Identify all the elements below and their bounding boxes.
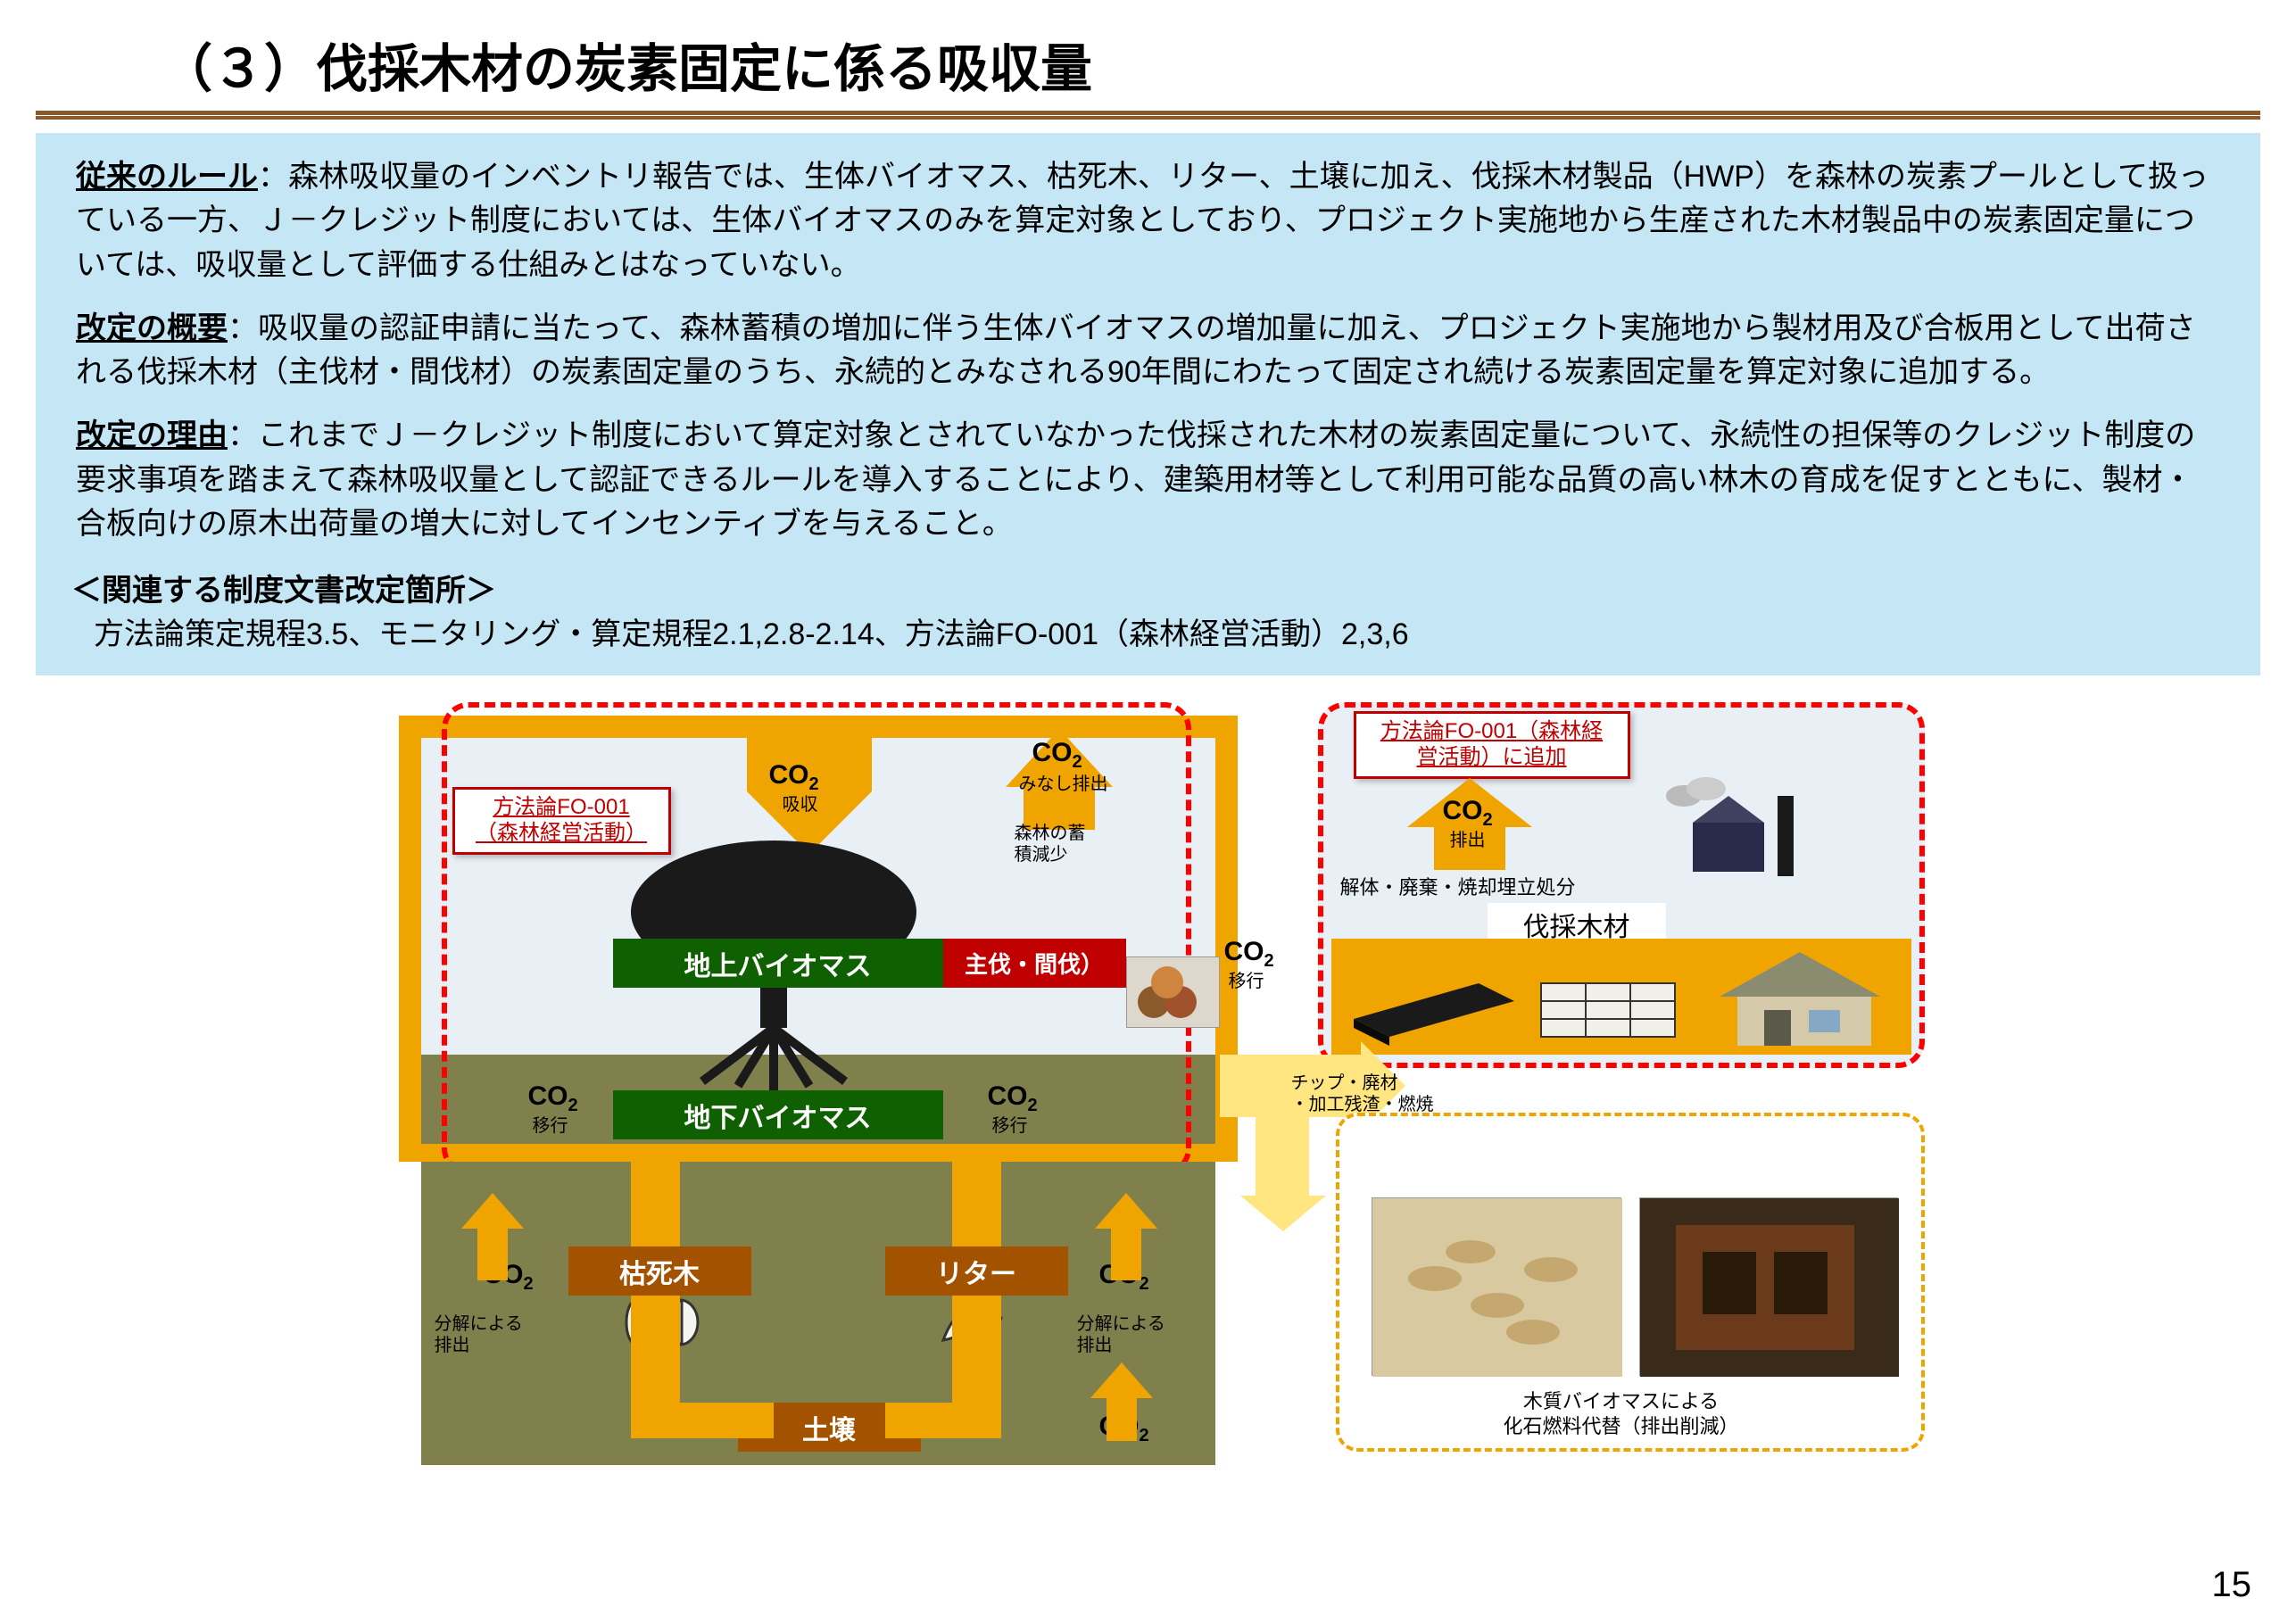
main-thinning-label: 主伐・間伐）	[943, 939, 1126, 988]
callout-fo-left-line1: 方法論FO-001	[493, 795, 629, 819]
callout-fo-right-line1: 方法論FO-001（森林経	[1380, 719, 1603, 743]
co2-deemed: CO2	[1032, 738, 1082, 773]
absorb-label: 吸収	[783, 794, 818, 816]
co2-to-hwp: CO2	[1224, 937, 1274, 972]
biomass-caption-l2: 化石燃料代替（排出削減）	[1503, 1415, 1738, 1437]
up-stem-right2	[1107, 1396, 1137, 1441]
emit-label: 排出	[1450, 830, 1486, 851]
body-revision-summary: ：吸収量の認証申請に当たって、森林蓄積の増加に伴う生体バイオマスの増加量に加え、…	[76, 311, 2196, 389]
title-underline	[36, 111, 2260, 120]
up-arrow-right2	[1090, 1362, 1153, 1398]
lumber-stack-icon	[1532, 956, 1684, 1046]
para-previous-rule: 従来のルール：森林吸収量のインベントリ報告では、生体バイオマス、枯死木、リター、…	[76, 155, 2220, 287]
stem-dead-soil-h	[631, 1403, 774, 1438]
chip-label: チップ・廃材 ・加工残渣・燃焼	[1291, 1072, 1434, 1115]
callout-fo-right-line2: 営活動）に追加	[1417, 745, 1567, 769]
up-stem-right1	[1111, 1227, 1141, 1280]
related-docs-header: ＜関連する制度文書改定箇所＞	[71, 566, 2220, 609]
stem-to-deadwood	[631, 1162, 680, 1246]
summary-bluebox: 従来のルール：森林吸収量のインベントリ報告では、生体バイオマス、枯死木、リター、…	[36, 133, 2260, 675]
deadwood-label: 枯死木	[568, 1246, 751, 1296]
callout-fo-right: 方法論FO-001（森林経 営活動）に追加	[1354, 711, 1630, 779]
above-biomass-label: 地上バイオマス	[613, 939, 943, 988]
deemed-label: みなし排出	[1019, 774, 1108, 795]
below-biomass-label: 地下バイオマス	[613, 1090, 943, 1139]
co2-absorb: CO2	[769, 760, 819, 795]
litter-label: リター	[885, 1246, 1068, 1296]
body-revision-reason: ：これまでＪ－クレジット制度において算定対象とされていなかった伐採された木材の炭…	[76, 418, 2195, 541]
migrate-right-label: 移行	[992, 1115, 1028, 1137]
to-hwp-label: 移行	[1229, 971, 1264, 992]
label-previous-rule: 従来のルール	[76, 160, 258, 194]
pellet-photo	[1372, 1197, 1621, 1376]
lt-arrow-2-head	[1240, 1196, 1326, 1231]
plank-icon	[1345, 956, 1523, 1046]
related-docs-body: 方法論策定規程3.5、モニタリング・算定規程2.1,2.8-2.14、方法論FO…	[94, 609, 2220, 653]
para-revision-summary: 改定の概要：吸収量の認証申請に当たって、森林蓄積の増加に伴う生体バイオマスの増加…	[76, 307, 2220, 395]
stem-to-litter	[952, 1162, 1001, 1246]
forest-stock-decrease: 森林の蓄 積減少	[1015, 823, 1086, 865]
up-stem-left1	[477, 1227, 508, 1280]
decompose-left: 分解による 排出	[435, 1313, 523, 1356]
co2-migrate-right: CO2	[988, 1081, 1038, 1116]
biomass-caption: 木質バイオマスによる 化石燃料代替（排出削減）	[1434, 1389, 1809, 1438]
house-icon	[1702, 934, 1898, 1055]
migrate-left-label: 移行	[533, 1115, 568, 1137]
boiler-photo	[1639, 1197, 1898, 1376]
up-arrow-left1	[461, 1193, 524, 1229]
label-revision-reason: 改定の理由	[76, 418, 228, 452]
incinerator-icon	[1657, 769, 1836, 885]
logs-photo	[1126, 956, 1220, 1028]
lt-arrow-2	[1256, 1117, 1309, 1197]
co2-migrate-left: CO2	[528, 1081, 578, 1116]
biomass-caption-l1: 木質バイオマスによる	[1523, 1390, 1719, 1412]
page-number: 15	[2212, 1565, 2252, 1605]
decompose-right: 分解による 排出	[1077, 1313, 1165, 1356]
up-arrow-right1	[1095, 1193, 1157, 1229]
body-previous-rule: ：森林吸収量のインベントリ報告では、生体バイオマス、枯死木、リター、土壌に加え、…	[76, 160, 2209, 282]
para-revision-reason: 改定の理由：これまでＪ－クレジット制度において算定対象とされていなかった伐採され…	[76, 414, 2220, 546]
carbon-cycle-diagram: 方法論FO-001 （森林経営活動） CO2 吸収 CO2 みなし排出 森林の蓄…	[363, 689, 1934, 1465]
stem-litter-soil-h	[885, 1403, 1001, 1438]
dispose-label: 解体・廃棄・焼却埋立処分	[1340, 876, 1576, 899]
co2-hwp-emit: CO2	[1443, 796, 1493, 831]
label-revision-summary: 改定の概要	[76, 311, 228, 345]
page-title: （３）伐採木材の炭素固定に係る吸収量	[161, 27, 2207, 102]
